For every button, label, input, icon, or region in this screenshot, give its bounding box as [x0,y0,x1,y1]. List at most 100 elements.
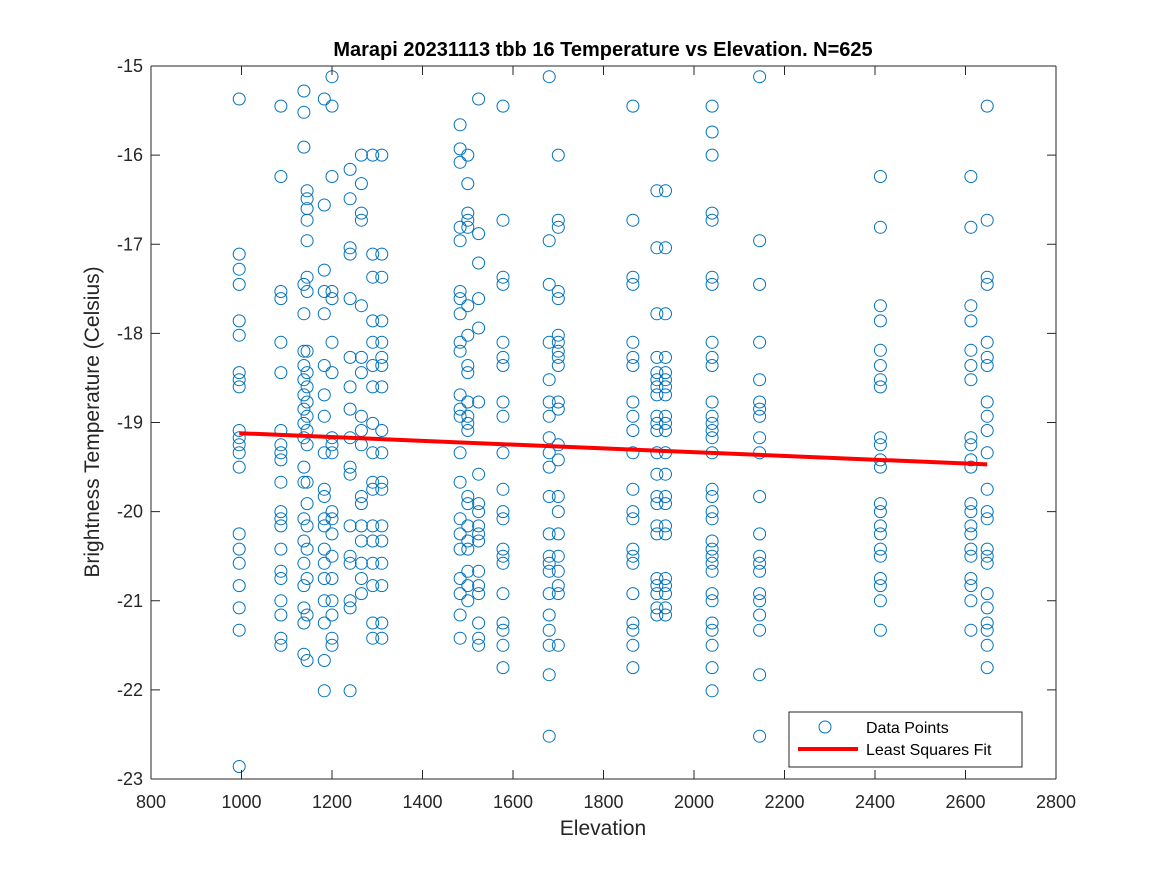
data-point [472,587,486,601]
data-point [453,285,467,298]
data-point [461,409,475,423]
data-point [300,270,314,284]
data-point [650,424,664,437]
data-point [964,453,978,467]
data-point [461,328,475,342]
data-point [274,99,288,113]
x-tick-label: 1200 [312,792,352,812]
data-point [705,564,719,578]
data-point [496,512,510,526]
data-point [232,366,246,380]
data-point [461,534,475,548]
data-point [650,490,664,503]
data-point [232,542,246,556]
data-point [626,270,640,284]
data-point [297,307,311,321]
data-point [472,292,486,306]
data-point [366,556,380,570]
data-point [274,438,288,452]
data-point [274,453,288,467]
data-point [964,373,978,387]
data-point [375,424,389,437]
data-point [472,321,486,335]
data-point [453,118,467,132]
data-point [964,594,978,608]
data-point [964,497,978,511]
data-point [626,556,640,570]
data-point [274,564,288,578]
data-point [980,359,994,372]
data-point [542,277,556,291]
data-point [873,549,887,563]
data-point [873,220,887,234]
data-point [705,661,719,675]
data-point [980,446,994,460]
data-point [232,446,246,460]
data-point [472,638,486,652]
data-point [366,616,380,630]
data-point [705,505,719,519]
data-point [705,616,719,630]
data-point [542,564,556,578]
data-point [980,601,994,615]
data-point [873,579,887,593]
data-point [274,475,288,489]
data-point [650,350,664,364]
data-point [375,270,389,284]
data-point [317,446,331,460]
y-tick-label: -21 [117,591,143,611]
data-point [964,431,978,445]
data-point [496,638,510,652]
x-tick-label: 2600 [945,792,985,812]
data-point [964,220,978,234]
data-point [453,527,467,541]
data-point [317,198,331,212]
data-point [375,475,389,489]
data-point [705,623,719,637]
data-point [354,213,368,227]
data-point [297,277,311,291]
y-axis-label: Brightness Temperature (Celsius) [81,266,104,577]
legend-marker-data-points [818,720,832,734]
data-point [375,579,389,593]
data-point [626,350,640,364]
data-point [873,299,887,313]
data-point [274,519,288,533]
data-point [232,373,246,387]
data-point [317,359,331,372]
data-point [325,638,339,652]
data-point [317,92,331,106]
data-point [980,542,994,556]
data-point [705,99,719,113]
data-point [354,148,368,162]
data-point [343,402,357,416]
data-point [297,579,311,593]
data-point [650,579,664,593]
data-point [232,92,246,106]
data-point [753,395,767,409]
data-point [650,527,664,541]
data-point [343,162,357,176]
data-point [274,446,288,460]
data-point [753,409,767,423]
data-point [461,359,475,372]
data-point [659,241,672,255]
data-point [964,314,978,328]
data-point [705,534,719,548]
data-point [317,654,331,667]
data-point [650,497,664,511]
x-axis-label: Elevation [560,817,646,840]
data-point [375,314,389,328]
data-point [659,380,672,394]
data-point [274,542,288,556]
data-point [300,344,314,358]
data-point [753,549,767,563]
data-point [366,247,380,261]
data-point [964,170,978,183]
data-point [317,482,331,496]
data-point [472,505,486,519]
data-point [232,380,246,394]
data-point [274,335,288,349]
data-point [626,277,640,291]
